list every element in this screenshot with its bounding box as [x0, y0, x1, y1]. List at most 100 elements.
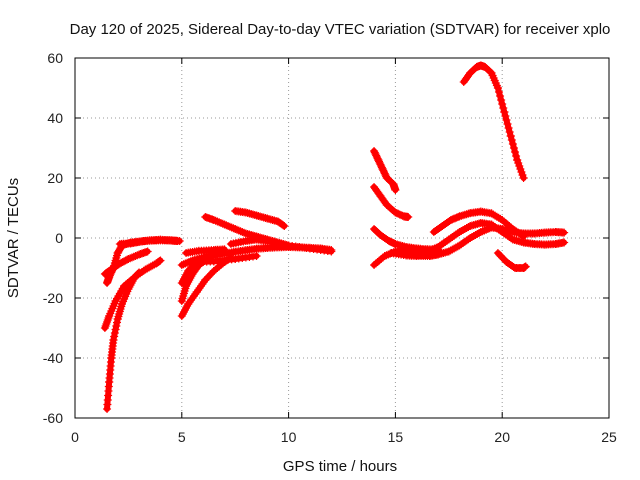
plus-marker	[499, 104, 508, 112]
plus-marker	[500, 108, 509, 116]
plus-marker	[493, 84, 502, 92]
plus-marker	[148, 261, 157, 270]
markers-arc-20	[412, 219, 569, 259]
plus-marker	[560, 238, 569, 247]
plus-marker	[218, 219, 227, 228]
plus-marker	[222, 221, 231, 230]
plus-marker	[459, 226, 468, 234]
plus-marker	[113, 318, 122, 327]
plus-marker	[211, 216, 220, 225]
plus-marker	[428, 245, 437, 254]
x-tick-label: 0	[71, 429, 79, 445]
y-axis-label: SDTVAR / TECUs	[5, 178, 22, 298]
plus-marker	[108, 265, 117, 274]
plus-marker	[279, 221, 288, 230]
x-tick-label: 25	[601, 429, 617, 445]
y-tick-label: 0	[55, 230, 63, 246]
plus-marker	[103, 318, 112, 326]
plus-marker	[224, 222, 233, 230]
plus-marker	[232, 225, 241, 234]
plus-marker	[521, 262, 530, 271]
x-tick-label: 10	[281, 429, 297, 445]
plus-marker	[240, 228, 249, 237]
plus-marker	[110, 329, 119, 337]
plus-marker	[451, 243, 460, 252]
plus-marker	[143, 264, 152, 273]
plus-marker	[173, 237, 182, 245]
plus-marker	[432, 243, 441, 252]
plus-marker	[497, 96, 506, 104]
plus-marker	[508, 140, 517, 148]
plus-marker	[427, 246, 435, 254]
plus-marker	[216, 219, 225, 227]
plus-marker	[127, 253, 136, 262]
plus-marker	[404, 213, 413, 221]
plus-marker	[220, 220, 229, 229]
y-tick-label: -60	[43, 410, 63, 426]
plus-marker	[126, 254, 135, 263]
plus-marker	[457, 227, 466, 235]
plus-marker	[146, 262, 155, 271]
plus-marker	[464, 223, 473, 231]
y-tick-label: -40	[43, 350, 63, 366]
plus-marker	[145, 263, 154, 272]
series-arc-22	[460, 62, 527, 181]
plus-marker	[494, 88, 503, 96]
plus-marker	[501, 112, 510, 120]
plus-marker	[213, 217, 222, 226]
markers-arc-14	[226, 235, 336, 256]
y-tick-label: 20	[47, 170, 63, 186]
plus-marker	[280, 222, 289, 230]
plus-marker	[504, 124, 513, 132]
plus-marker	[181, 259, 190, 268]
plus-marker	[215, 218, 224, 227]
plus-marker	[103, 316, 112, 324]
plus-marker	[177, 261, 186, 269]
x-axis-label: GPS time / hours	[283, 458, 397, 475]
chart-title: Day 120 of 2025, Sidereal Day-to-day VTE…	[70, 21, 611, 38]
plus-marker	[209, 216, 218, 224]
plus-marker	[512, 152, 521, 160]
plus-marker	[476, 228, 485, 236]
series-layer	[100, 61, 569, 413]
plus-marker	[498, 100, 507, 108]
plus-marker	[469, 232, 478, 240]
plus-marker	[519, 232, 528, 241]
markers-arc-15	[370, 147, 400, 194]
markers-arc-11	[188, 252, 261, 266]
plus-marker	[460, 225, 469, 233]
plus-marker	[455, 228, 464, 236]
plus-marker	[104, 314, 113, 322]
plus-marker	[423, 247, 432, 256]
x-tick-label: 15	[388, 429, 404, 445]
plus-marker	[102, 320, 111, 328]
plus-marker	[503, 120, 512, 128]
plus-marker	[327, 247, 336, 256]
plus-marker	[475, 229, 484, 237]
plus-marker	[507, 234, 516, 243]
plus-marker	[444, 247, 453, 256]
plus-marker	[129, 252, 138, 261]
y-tick-label: -20	[43, 290, 63, 306]
plus-marker	[448, 245, 457, 254]
markers-arc-23	[493, 249, 530, 272]
plus-marker	[511, 148, 520, 156]
y-tick-label: 40	[47, 110, 63, 126]
plus-marker	[480, 226, 489, 235]
plus-marker	[220, 245, 229, 254]
plus-marker	[509, 144, 518, 152]
plus-marker	[100, 324, 109, 332]
plus-marker	[496, 92, 505, 100]
plus-marker	[227, 223, 236, 232]
plus-marker	[141, 265, 150, 274]
plus-marker	[471, 231, 480, 239]
plus-marker	[505, 128, 514, 136]
markers-arc-2	[100, 256, 165, 332]
plus-marker	[430, 244, 439, 253]
plus-marker	[450, 244, 459, 253]
markers-arc-21	[429, 207, 528, 241]
plus-marker	[143, 247, 152, 256]
plus-marker	[234, 226, 243, 235]
plus-marker	[517, 231, 526, 240]
